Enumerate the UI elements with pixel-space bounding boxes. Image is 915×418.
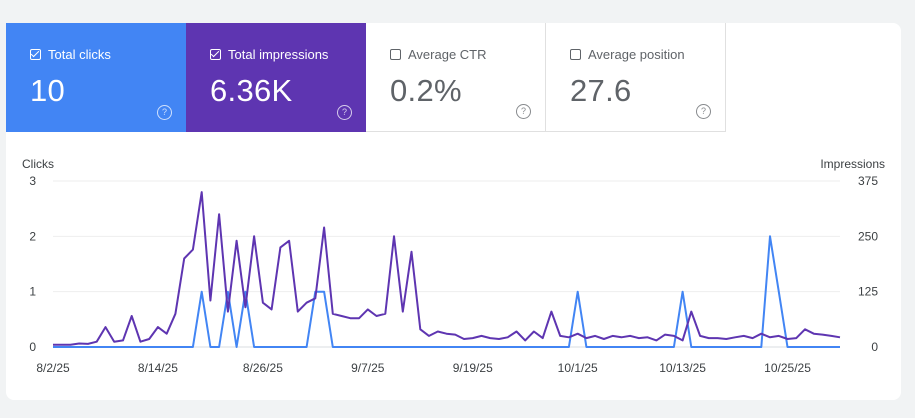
y-right-tick-label: 375 [858,174,878,188]
x-tick-label: 8/2/25 [36,361,70,375]
total-impressions-header: Total impressions [210,47,328,62]
total-clicks-value: 10 [30,73,66,108]
y-left-tick-label: 0 [29,340,36,354]
y-right-tick-label: 250 [858,229,878,243]
total-clicks-header: Total clicks [30,47,111,62]
x-tick-label: 8/14/25 [138,361,178,375]
total-clicks-label: Total clicks [48,47,111,62]
y-left-tick-label: 1 [29,285,36,299]
checkbox-unchecked-icon[interactable] [570,49,581,60]
total-clicks-tile[interactable]: Total clicks 10 ? [6,23,186,132]
x-tick-label: 10/25/25 [764,361,811,375]
checkbox-checked-icon[interactable] [210,49,221,60]
average-ctr-tile[interactable]: Average CTR 0.2% ? [366,23,546,132]
average-ctr-value: 0.2% [390,73,462,108]
x-tick-label: 10/13/25 [659,361,706,375]
y-right-tick-label: 0 [871,340,878,354]
y-right-tick-label: 125 [858,285,878,299]
total-impressions-value: 6.36K [210,73,293,108]
checkbox-checked-icon[interactable] [30,49,41,60]
total-impressions-label: Total impressions [228,47,329,62]
impressions-series-line [53,191,841,346]
average-ctr-label: Average CTR [408,47,487,62]
help-icon[interactable]: ? [696,104,711,119]
x-tick-label: 8/26/25 [243,361,283,375]
y-left-tick-label: 3 [29,174,36,188]
clicks-series-line [53,235,840,348]
help-icon[interactable]: ? [337,105,352,120]
x-tick-label: 9/19/25 [453,361,493,375]
x-tick-label: 10/1/25 [558,361,598,375]
average-position-label: Average position [588,47,685,62]
help-icon[interactable]: ? [157,105,172,120]
average-position-tile[interactable]: Average position 27.6 ? [546,23,726,132]
average-position-value: 27.6 [570,73,632,108]
total-impressions-tile[interactable]: Total impressions 6.36K ? [186,23,366,132]
y-axis-left-title: Clicks [22,157,54,171]
checkbox-unchecked-icon[interactable] [390,49,401,60]
performance-card: Total clicks 10 ? Total impressions 6.36… [6,23,901,400]
average-position-header: Average position [570,47,685,62]
average-ctr-header: Average CTR [390,47,487,62]
x-tick-label: 9/7/25 [351,361,385,375]
y-left-tick-label: 2 [29,229,36,243]
help-icon[interactable]: ? [516,104,531,119]
y-axis-right-title: Impressions [820,157,885,171]
